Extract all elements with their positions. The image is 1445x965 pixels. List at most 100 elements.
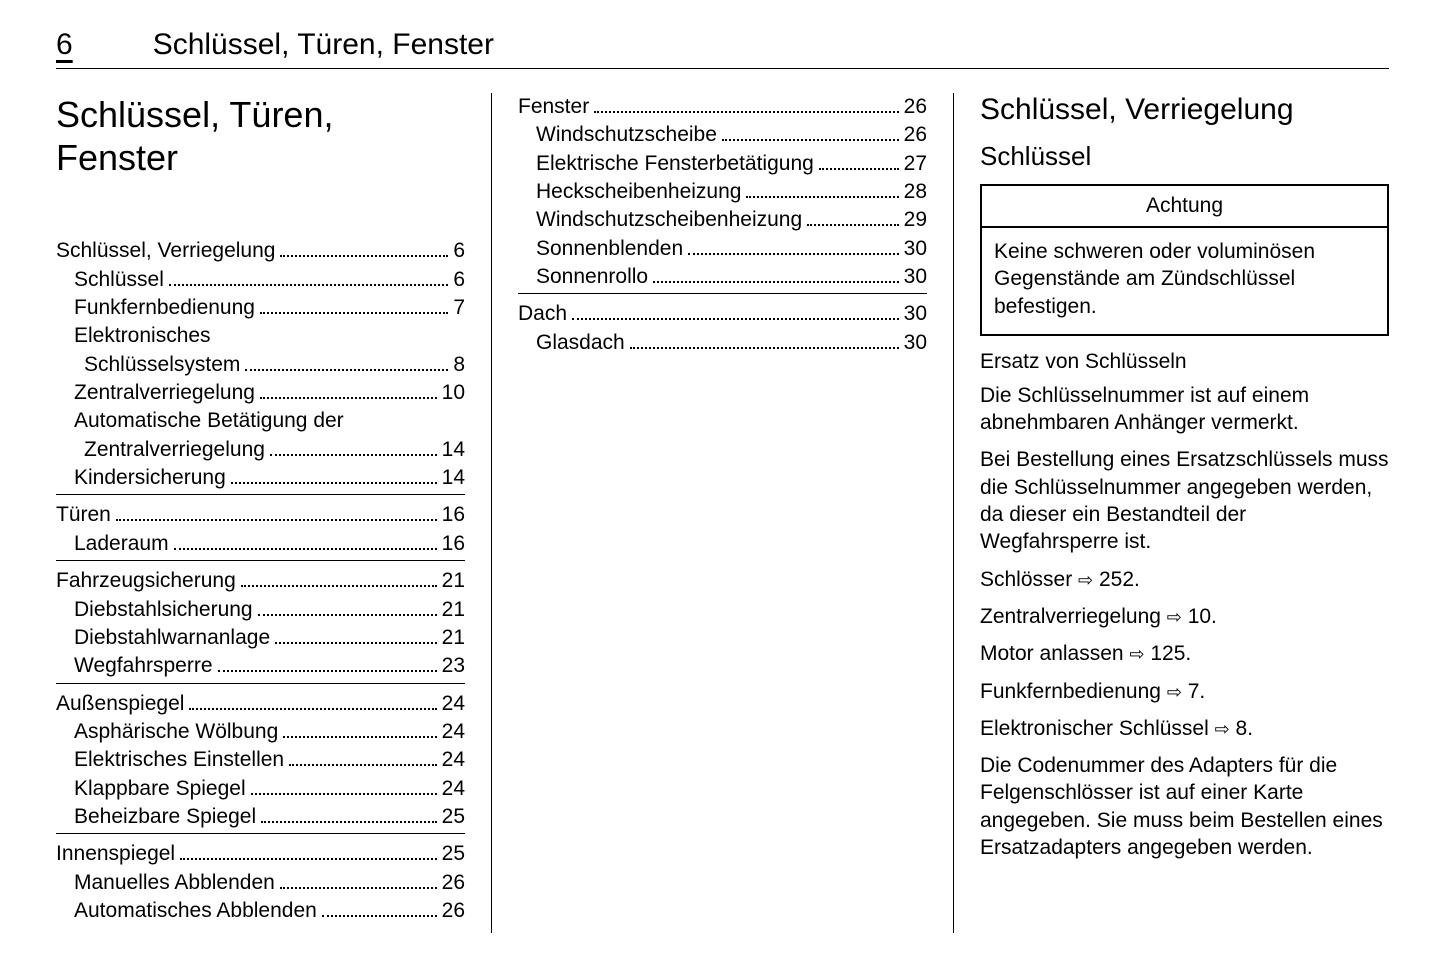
toc-entry: Diebstahlsicherung21 [56,596,465,624]
ref-text: Elektronischer Schlüssel [980,717,1215,740]
ref-arrow-icon: ⇨ [1167,681,1182,704]
toc-page: 26 [904,93,927,121]
ref-page: 125. [1145,642,1192,665]
toc-entry: Heckscheibenheizung 28 [518,178,927,206]
toc-label: Schlüssel, Verriegelung [56,237,275,265]
ref-arrow-icon: ⇨ [1078,569,1093,592]
toc-label: Beheizbare Spiegel [74,803,256,831]
toc-label: Windschutzscheibenheizung [536,206,802,234]
toc-page: 30 [904,300,927,328]
toc-entry: Schlüssel6 [56,266,465,294]
toc-entry: Elektrisches Einstellen24 [56,746,465,774]
toc-leader-dots [746,196,898,198]
toc-leader-dots [261,821,437,823]
toc-page: 7 [453,294,465,322]
content-columns: Schlüssel, Türen, Fenster Schlüssel, Ver… [56,93,1389,933]
toc-entry: Elektrische Fensterbetätigung 27 [518,150,927,178]
cross-ref: Motor anlassen ⇨ 125. [980,640,1389,667]
toc-page: 27 [904,150,927,178]
toc-page: 25 [442,803,465,831]
toc-entry: Glasdach 30 [518,329,927,357]
toc-leader-dots [180,858,437,860]
toc-label: Kindersicherung [74,464,226,492]
toc-entry: Automatische Betätigung der [56,407,465,435]
column-3: Schlüssel, Verriegelung Schlüssel Achtun… [980,93,1389,933]
ref-arrow-icon: ⇨ [1167,606,1182,629]
toc-entry: Diebstahlwarnanlage21 [56,624,465,652]
toc-page: 26 [442,897,465,925]
cross-ref: Funkfernbedienung ⇨ 7. [980,678,1389,705]
toc-label: Diebstahlwarnanlage [74,624,270,652]
toc-page: 16 [442,501,465,529]
toc-label: Fahrzeugsicherung [56,567,236,595]
section-heading-3: Ersatz von Schlüsseln [980,350,1389,374]
caution-box: Achtung Keine schweren oder voluminö­sen… [980,184,1389,336]
toc-entry: Innenspiegel25 [56,840,465,868]
toc-leader-dots [688,253,898,255]
toc-group: Außenspiegel24Asphärische Wölbung24Elekt… [56,690,465,835]
toc-label: Zentralverriegelung [84,436,265,464]
toc-group: Dach30Glasdach30 [518,300,927,359]
section-heading-1: Schlüssel, Verriegelung [980,93,1389,127]
toc-entry: Schlüssel, Verriegelung6 [56,237,465,265]
toc-entry: Zentralverriegelung14 [56,436,465,464]
toc-leader-dots [218,670,437,672]
page-number: 6 [56,28,73,62]
toc-leader-dots [275,642,437,644]
toc-entry: Automatisches Abblenden26 [56,897,465,925]
toc-entry: Elektronisches [56,322,465,350]
toc-label: Sonnenblenden [536,235,683,263]
toc-entry: Kindersicherung14 [56,464,465,492]
toc-label: Elektrische Fensterbetätigung [536,150,814,178]
toc-label: Außenspiegel [56,690,184,718]
toc-leader-dots [819,168,899,170]
toc-label: Funkfernbedienung [74,294,255,322]
toc-entry: Zentralverriegelung10 [56,379,465,407]
toc-entry: Beheizbare Spiegel 25 [56,803,465,831]
toc-entry: Asphärische Wölbung24 [56,718,465,746]
section-heading-2: Schlüssel [980,141,1389,172]
toc-label: Elektronisches [74,322,211,350]
toc-page: 24 [442,775,465,803]
toc-page: 16 [442,530,465,558]
toc-leader-dots [260,397,437,399]
ref-text: Motor anlassen [980,642,1129,665]
page-header: 6 Schlüssel, Türen, Fenster [56,28,1389,69]
toc-page: 28 [904,178,927,206]
toc-page: 30 [904,235,927,263]
toc-entry: Türen16 [56,501,465,529]
ref-page: 252. [1093,568,1140,591]
column-divider [953,93,954,933]
cross-ref: Schlösser ⇨ 252. [980,566,1389,593]
toc-leader-dots [280,255,448,257]
toc-label: Glasdach [536,329,625,357]
toc-leader-dots [245,369,448,371]
toc-page: 25 [442,840,465,868]
toc-entry: Sonnenrollo30 [518,263,927,291]
ref-text: Funkfernbedienung [980,680,1167,703]
ref-arrow-icon: ⇨ [1129,643,1144,666]
toc-leader-dots [594,111,898,113]
toc-leader-dots [322,915,437,917]
toc-leader-dots [189,708,436,710]
paragraph: Die Schlüsselnummer ist auf einem abnehm… [980,382,1389,437]
toc-page: 30 [904,329,927,357]
cross-ref: Elektronischer Schlüssel ⇨ 8. [980,715,1389,742]
toc-entry: Klappbare Spiegel24 [56,775,465,803]
toc-leader-dots [169,284,448,286]
column-divider [491,93,492,933]
toc-group: Fenster26Windschutzscheibe26Elektrische … [518,93,927,294]
toc-leader-dots [116,519,437,521]
toc-page: 29 [904,206,927,234]
toc-entry: Fahrzeugsicherung21 [56,567,465,595]
toc-leader-dots [258,614,437,616]
ref-page: 7. [1182,680,1205,703]
toc-page: 24 [442,690,465,718]
paragraph: Die Codenummer des Adapters für die Felg… [980,752,1389,861]
toc-label: Heckscheibenheizung [536,178,741,206]
toc-entry: Laderaum16 [56,530,465,558]
toc-leader-dots [722,139,899,141]
toc-page: 26 [904,121,927,149]
chapter-title: Schlüssel, Türen, Fenster [56,93,465,179]
toc-label: Asphärische Wölbung [74,718,278,746]
